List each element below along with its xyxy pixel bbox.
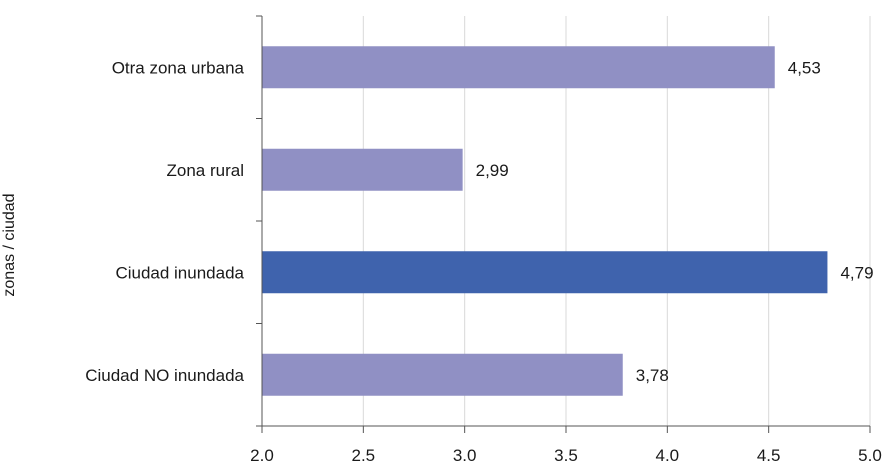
axes [256,15,871,433]
bar [262,46,775,89]
bar [262,251,828,294]
x-tick-label: 2.5 [352,446,376,465]
bars [262,46,828,396]
value-label: 4,53 [788,58,821,77]
category-label: Otra zona urbana [112,58,245,77]
x-tick-label: 4.0 [656,446,680,465]
value-label: 4,79 [840,263,873,282]
x-tick-label: 3.0 [453,446,477,465]
y-axis-title: zonas / ciudad [1,193,18,296]
x-tick-label: 5.0 [858,446,882,465]
labels: 2.0 2.5 3.0 3.5 4.0 4.5 5.0 Otra zona urbana 4,5… [85,58,882,465]
category-label: Zona rural [167,161,244,180]
category-label: Ciudad inundada [115,263,244,282]
value-label: 3,78 [636,366,669,385]
x-tick-label: 4.5 [757,446,781,465]
bar [262,353,623,396]
x-tick-label: 2.0 [250,446,274,465]
category-label: Ciudad NO inundada [85,366,244,385]
value-label: 2,99 [476,161,509,180]
bar [262,148,463,191]
x-tick-label: 3.5 [554,446,578,465]
